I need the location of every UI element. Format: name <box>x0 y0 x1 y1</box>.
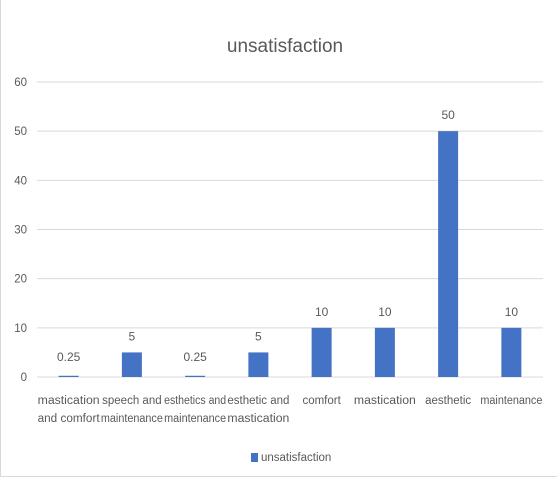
bar <box>501 327 522 377</box>
data-label: 10 <box>378 305 392 319</box>
gridlines <box>37 81 543 378</box>
legend-swatch <box>251 453 258 462</box>
x-tick-label: esthetic and <box>227 395 289 407</box>
bar <box>311 327 332 377</box>
x-tick-label: speech and <box>102 395 161 407</box>
bar <box>374 327 395 377</box>
y-tick-label: 30 <box>14 225 27 237</box>
bar <box>248 352 269 377</box>
data-label: 10 <box>505 305 519 319</box>
data-label: 5 <box>255 329 262 343</box>
chart-title: unsatisfaction <box>227 36 343 57</box>
x-tick-label: maintenance <box>164 413 226 425</box>
x-tick-label: maintenance <box>101 413 163 425</box>
data-label: 0.25 <box>183 350 207 364</box>
bars <box>58 131 522 377</box>
legend-label: unsatisfaction <box>261 452 331 464</box>
y-tick-label: 60 <box>14 77 27 89</box>
bar <box>185 375 206 377</box>
x-tick-label: mastication <box>38 395 100 407</box>
x-tick-label: mastication <box>227 413 289 425</box>
y-tick-label: 0 <box>21 372 27 384</box>
data-label: 0.25 <box>57 350 81 364</box>
data-label: 50 <box>441 108 455 122</box>
x-tick-label: and comfort <box>38 413 101 425</box>
legend: unsatisfaction <box>251 452 331 464</box>
x-tick-label: comfort <box>302 395 341 407</box>
y-axis-tick-labels: 0 10 20 30 40 50 60 <box>14 77 27 384</box>
bar <box>58 375 79 377</box>
data-label: 5 <box>129 329 136 343</box>
y-tick-label: 20 <box>14 274 27 286</box>
x-tick-label: aesthetic <box>425 395 471 407</box>
data-labels: 0.25 5 0.25 5 10 10 50 10 <box>57 108 518 364</box>
bar <box>121 352 142 377</box>
y-tick-label: 10 <box>14 323 27 335</box>
y-tick-label: 40 <box>14 175 27 187</box>
x-tick-label: mastication <box>354 395 416 407</box>
y-tick-label: 50 <box>14 126 27 138</box>
bar <box>438 131 459 377</box>
x-tick-label: esthetics and <box>164 395 226 407</box>
x-tick-label: maintenance <box>480 395 542 407</box>
data-label: 10 <box>315 305 329 319</box>
